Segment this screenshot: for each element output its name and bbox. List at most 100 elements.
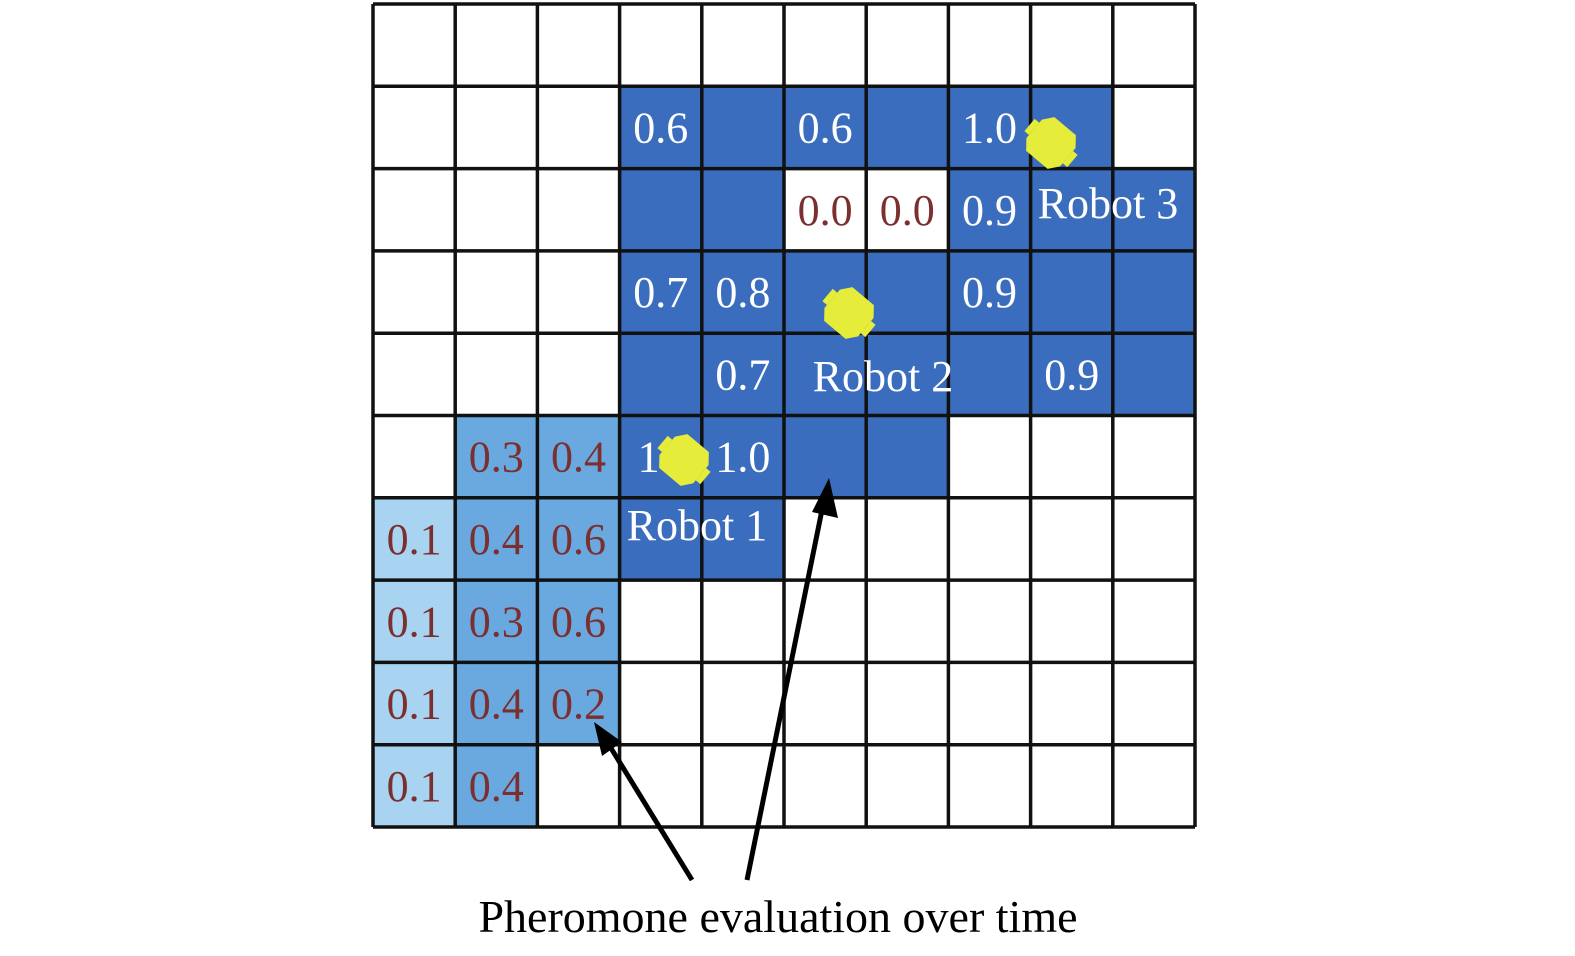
grid-cell-r0-c0 — [373, 4, 456, 87]
grid-cell-r6-c0 — [373, 497, 456, 581]
pheromone-value-r4-c4: 0.7 — [715, 350, 770, 399]
grid-cell-r2-c1 — [455, 168, 538, 251]
grid-cell-r8-c9 — [1112, 662, 1195, 745]
grid-cell-r9-c9 — [1112, 744, 1195, 827]
grid-cell-r7-c7 — [948, 580, 1031, 663]
robot-2-icon — [822, 287, 876, 339]
grid-cell-r4-c9 — [1112, 333, 1195, 416]
pheromone-value-r1-c3: 0.6 — [633, 103, 688, 152]
grid-cell-r7-c0 — [373, 580, 456, 663]
grid-cell-r1-c4 — [701, 86, 784, 169]
grid-cell-r0-c3 — [619, 4, 702, 87]
robot-3: Robot 3 — [1024, 117, 1179, 228]
grid-cell-r1-c9 — [1112, 86, 1195, 169]
grid-cell-r8-c0 — [373, 662, 456, 745]
robot-2: Robot 2 — [813, 287, 953, 401]
arrow-to-dark-trail — [744, 478, 838, 881]
grid-cell-r6-c1 — [455, 497, 538, 581]
grid-cell-r1-c5 — [784, 86, 867, 169]
grid-cell-r6-c7 — [948, 497, 1031, 581]
grid-cell-r4-c2 — [537, 333, 620, 416]
pheromone-value-r5-c3: 1 — [638, 433, 660, 482]
pheromone-value-r8-c1: 0.4 — [469, 680, 524, 729]
grid-cell-r0-c4 — [701, 4, 784, 87]
grid-cells — [373, 4, 1195, 827]
grid-cell-r7-c8 — [1030, 580, 1113, 663]
grid-cell-r9-c7 — [948, 744, 1031, 827]
grid-cell-r7-c4 — [701, 580, 784, 663]
grid-cell-r0-c2 — [537, 4, 620, 87]
pheromone-value-r9-c1: 0.4 — [469, 762, 524, 811]
grid-cell-r8-c1 — [455, 662, 538, 745]
grid-cell-r3-c4 — [701, 250, 784, 334]
grid-cell-r1-c7 — [948, 86, 1031, 169]
grid-cell-r4-c5 — [784, 333, 867, 416]
grid-cell-r1-c2 — [537, 86, 620, 169]
pheromone-value-r1-c5: 0.6 — [798, 103, 853, 152]
pheromone-value-r7-c0: 0.1 — [387, 597, 442, 646]
pheromone-value-r5-c1: 0.3 — [469, 433, 524, 482]
grid-cell-r3-c1 — [455, 250, 538, 334]
grid-cell-r5-c9 — [1112, 415, 1195, 498]
grid-cell-r5-c5 — [784, 415, 867, 498]
grid-cell-r4-c1 — [455, 333, 538, 416]
grid-cell-r8-c3 — [619, 662, 702, 745]
grid-cell-r7-c6 — [866, 580, 949, 663]
grid-cell-r2-c2 — [537, 168, 620, 251]
grid-cell-r9-c8 — [1030, 744, 1113, 827]
grid-cell-r0-c6 — [866, 4, 949, 87]
robot-3-label: Robot 3 — [1038, 179, 1179, 228]
arrow-to-light-trail — [594, 722, 695, 882]
grid-cell-r6-c2 — [537, 497, 620, 581]
grid-cell-r7-c3 — [619, 580, 702, 663]
pheromone-value-r8-c0: 0.1 — [387, 680, 442, 729]
grid-cell-r5-c0 — [373, 415, 456, 498]
grid-cell-r9-c1 — [455, 744, 538, 827]
pheromone-value-r3-c4: 0.8 — [715, 268, 770, 317]
pheromone-value-r6-c2: 0.6 — [551, 515, 606, 564]
grid-cell-r2-c9 — [1112, 168, 1195, 251]
grid-cell-r2-c7 — [948, 168, 1031, 251]
pheromone-value-r5-c2: 0.4 — [551, 433, 606, 482]
caption: Pheromone evaluation over time — [478, 891, 1077, 942]
grid-cell-r6-c9 — [1112, 497, 1195, 581]
grid-cell-r8-c8 — [1030, 662, 1113, 745]
grid-cell-r6-c6 — [866, 497, 949, 581]
grid-cell-r3-c0 — [373, 250, 456, 334]
pheromone-value-r9-c0: 0.1 — [387, 762, 442, 811]
pheromone-value-r6-c1: 0.4 — [469, 515, 524, 564]
pheromone-value-r7-c2: 0.6 — [551, 597, 606, 646]
grid-cell-r3-c6 — [866, 250, 949, 334]
pheromone-value-r8-c2: 0.2 — [551, 680, 606, 729]
grid-cell-r9-c6 — [866, 744, 949, 827]
grid-cell-r2-c5 — [784, 168, 867, 251]
grid-cell-r0-c8 — [1030, 4, 1113, 87]
grid-cell-r0-c9 — [1112, 4, 1195, 87]
pheromone-value-r2-c5: 0.0 — [798, 186, 853, 235]
grid-cell-r5-c6 — [866, 415, 949, 498]
grid-cell-r8-c5 — [784, 662, 867, 745]
grid-cell-r2-c8 — [1030, 168, 1113, 251]
grid-cell-r7-c2 — [537, 580, 620, 663]
grid-cell-r0-c5 — [784, 4, 867, 87]
grid-cell-r1-c1 — [455, 86, 538, 169]
grid-cell-r2-c0 — [373, 168, 456, 251]
robot-1: Robot 1 — [627, 434, 767, 550]
grid-cell-r5-c4 — [701, 415, 784, 498]
grid-cell-r7-c1 — [455, 580, 538, 663]
robot-1-icon — [657, 434, 711, 486]
grid-cell-r0-c7 — [948, 4, 1031, 87]
pheromone-values: 0.6 0.6 1.0 0.0 0.0 0.9 0.7 0.8 0.9 0.7 0.9 0.3 0.4 1… — [387, 103, 1100, 810]
grid-cell-r5-c8 — [1030, 415, 1113, 498]
grid-cell-r2-c3 — [619, 168, 702, 251]
grid-cell-r6-c4 — [701, 497, 784, 581]
grid-cell-r4-c3 — [619, 333, 702, 416]
grid-cell-r1-c6 — [866, 86, 949, 169]
grid-cell-r8-c6 — [866, 662, 949, 745]
grid-cell-r3-c3 — [619, 250, 702, 334]
pheromone-value-r3-c3: 0.7 — [633, 268, 688, 317]
grid-cell-r9-c2 — [537, 744, 620, 827]
grid-cell-r5-c1 — [455, 415, 538, 498]
grid-cell-r3-c2 — [537, 250, 620, 334]
